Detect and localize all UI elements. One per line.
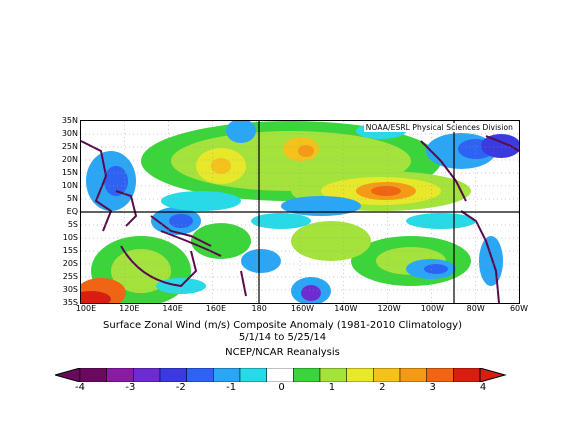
lat-label: EQ (66, 207, 78, 216)
lat-label: 20N (61, 155, 78, 164)
coastline (81, 140, 113, 232)
coastline (115, 190, 138, 227)
colorbar-low-arrow (55, 368, 81, 382)
colorbar-cell (79, 368, 107, 382)
anomaly-contour (406, 213, 476, 229)
anomaly-contour (251, 213, 311, 229)
colorbar-cell (213, 368, 241, 382)
colorbar-cell (346, 368, 374, 382)
colorbar-cell (239, 368, 267, 382)
colorbar-high-arrow (479, 368, 507, 382)
colorbar-tick-label: -2 (175, 382, 186, 393)
colorbar-tick-label: 0 (278, 382, 285, 393)
coastline (160, 230, 222, 257)
colorbar-cell (266, 368, 294, 382)
colorbar-cell (186, 368, 214, 382)
anomaly-contour (104, 166, 128, 196)
anomaly-contour (211, 158, 231, 174)
colorbar (55, 368, 507, 382)
lat-label: 15N (61, 168, 78, 177)
lat-label: 25S (62, 272, 78, 281)
lat-label: 10N (61, 181, 78, 190)
anomaly-contour (226, 121, 256, 143)
colorbar-cell (319, 368, 347, 382)
colorbar-tick-label: 4 (479, 382, 487, 393)
coastline (150, 215, 212, 247)
anomaly-contour (298, 145, 314, 157)
caption-source: NCEP/NCAR Reanalysis (225, 347, 340, 358)
lat-label: 15S (62, 246, 78, 255)
anomaly-contour (371, 186, 401, 196)
lon-label: 100W (420, 304, 444, 313)
lat-label: 35N (61, 116, 78, 125)
credit-label: NOAA/ESRL Physical Sciences Division (363, 123, 515, 132)
colorbar-tick-label: -3 (125, 382, 136, 393)
lon-label: 80W (466, 304, 485, 313)
anomaly-map (81, 121, 519, 303)
colorbar-tick-label: -4 (75, 382, 85, 393)
lon-label: 140W (334, 304, 358, 313)
anomaly-contour (281, 196, 361, 216)
colorbar-tick-label: 3 (429, 382, 436, 393)
colorbar-cell (293, 368, 321, 382)
caption-dates: 5/1/14 to 5/25/14 (238, 332, 327, 343)
anomaly-contour (301, 285, 321, 301)
caption-title: Surface Zonal Wind (m/s) Composite Anoma… (103, 320, 462, 331)
lon-label: 140E (162, 304, 183, 313)
lat-label: 35S (62, 298, 78, 307)
lat-label: 10S (62, 233, 78, 242)
colorbar-cell (133, 368, 161, 382)
lat-label: 25N (61, 142, 78, 151)
anomaly-contour (241, 249, 281, 273)
coastline (120, 245, 198, 288)
colorbar-cell (373, 368, 401, 382)
map-frame: NOAA/ESRL Physical Sciences Division (80, 120, 520, 304)
lon-label: 120W (377, 304, 401, 313)
colorbar-tick-label: -1 (226, 382, 237, 393)
coastline (460, 210, 500, 303)
colorbar-cell (453, 368, 481, 382)
lon-label: 160E (205, 304, 227, 313)
anomaly-contour (481, 134, 519, 158)
colorbar-cell (426, 368, 454, 382)
coastline (485, 135, 519, 152)
lat-label: 20S (62, 259, 78, 268)
colorbar-tick-label: 1 (328, 382, 336, 393)
lat-label: 30S (62, 285, 78, 294)
lon-label: 180 (251, 304, 267, 313)
lat-label: 30N (61, 129, 78, 138)
coastline (240, 270, 247, 297)
anomaly-contour (479, 236, 503, 286)
lon-label: 100E (75, 304, 97, 313)
lat-label: 5S (67, 220, 78, 229)
anomaly-contour (81, 291, 111, 303)
anomaly-contour (424, 264, 448, 274)
colorbar-cell (159, 368, 187, 382)
lon-label: 160W (290, 304, 315, 313)
colorbar-cell (106, 368, 134, 382)
anomaly-contour (169, 214, 193, 228)
anomaly-contour (291, 221, 371, 261)
anomaly-contour (161, 191, 241, 211)
lon-label: 60W (509, 304, 529, 313)
coastline (420, 140, 467, 202)
colorbar-tick-label: 2 (379, 382, 386, 393)
lat-label: 5N (66, 194, 78, 203)
colorbar-cell (399, 368, 427, 382)
lon-label: 120E (119, 304, 140, 313)
